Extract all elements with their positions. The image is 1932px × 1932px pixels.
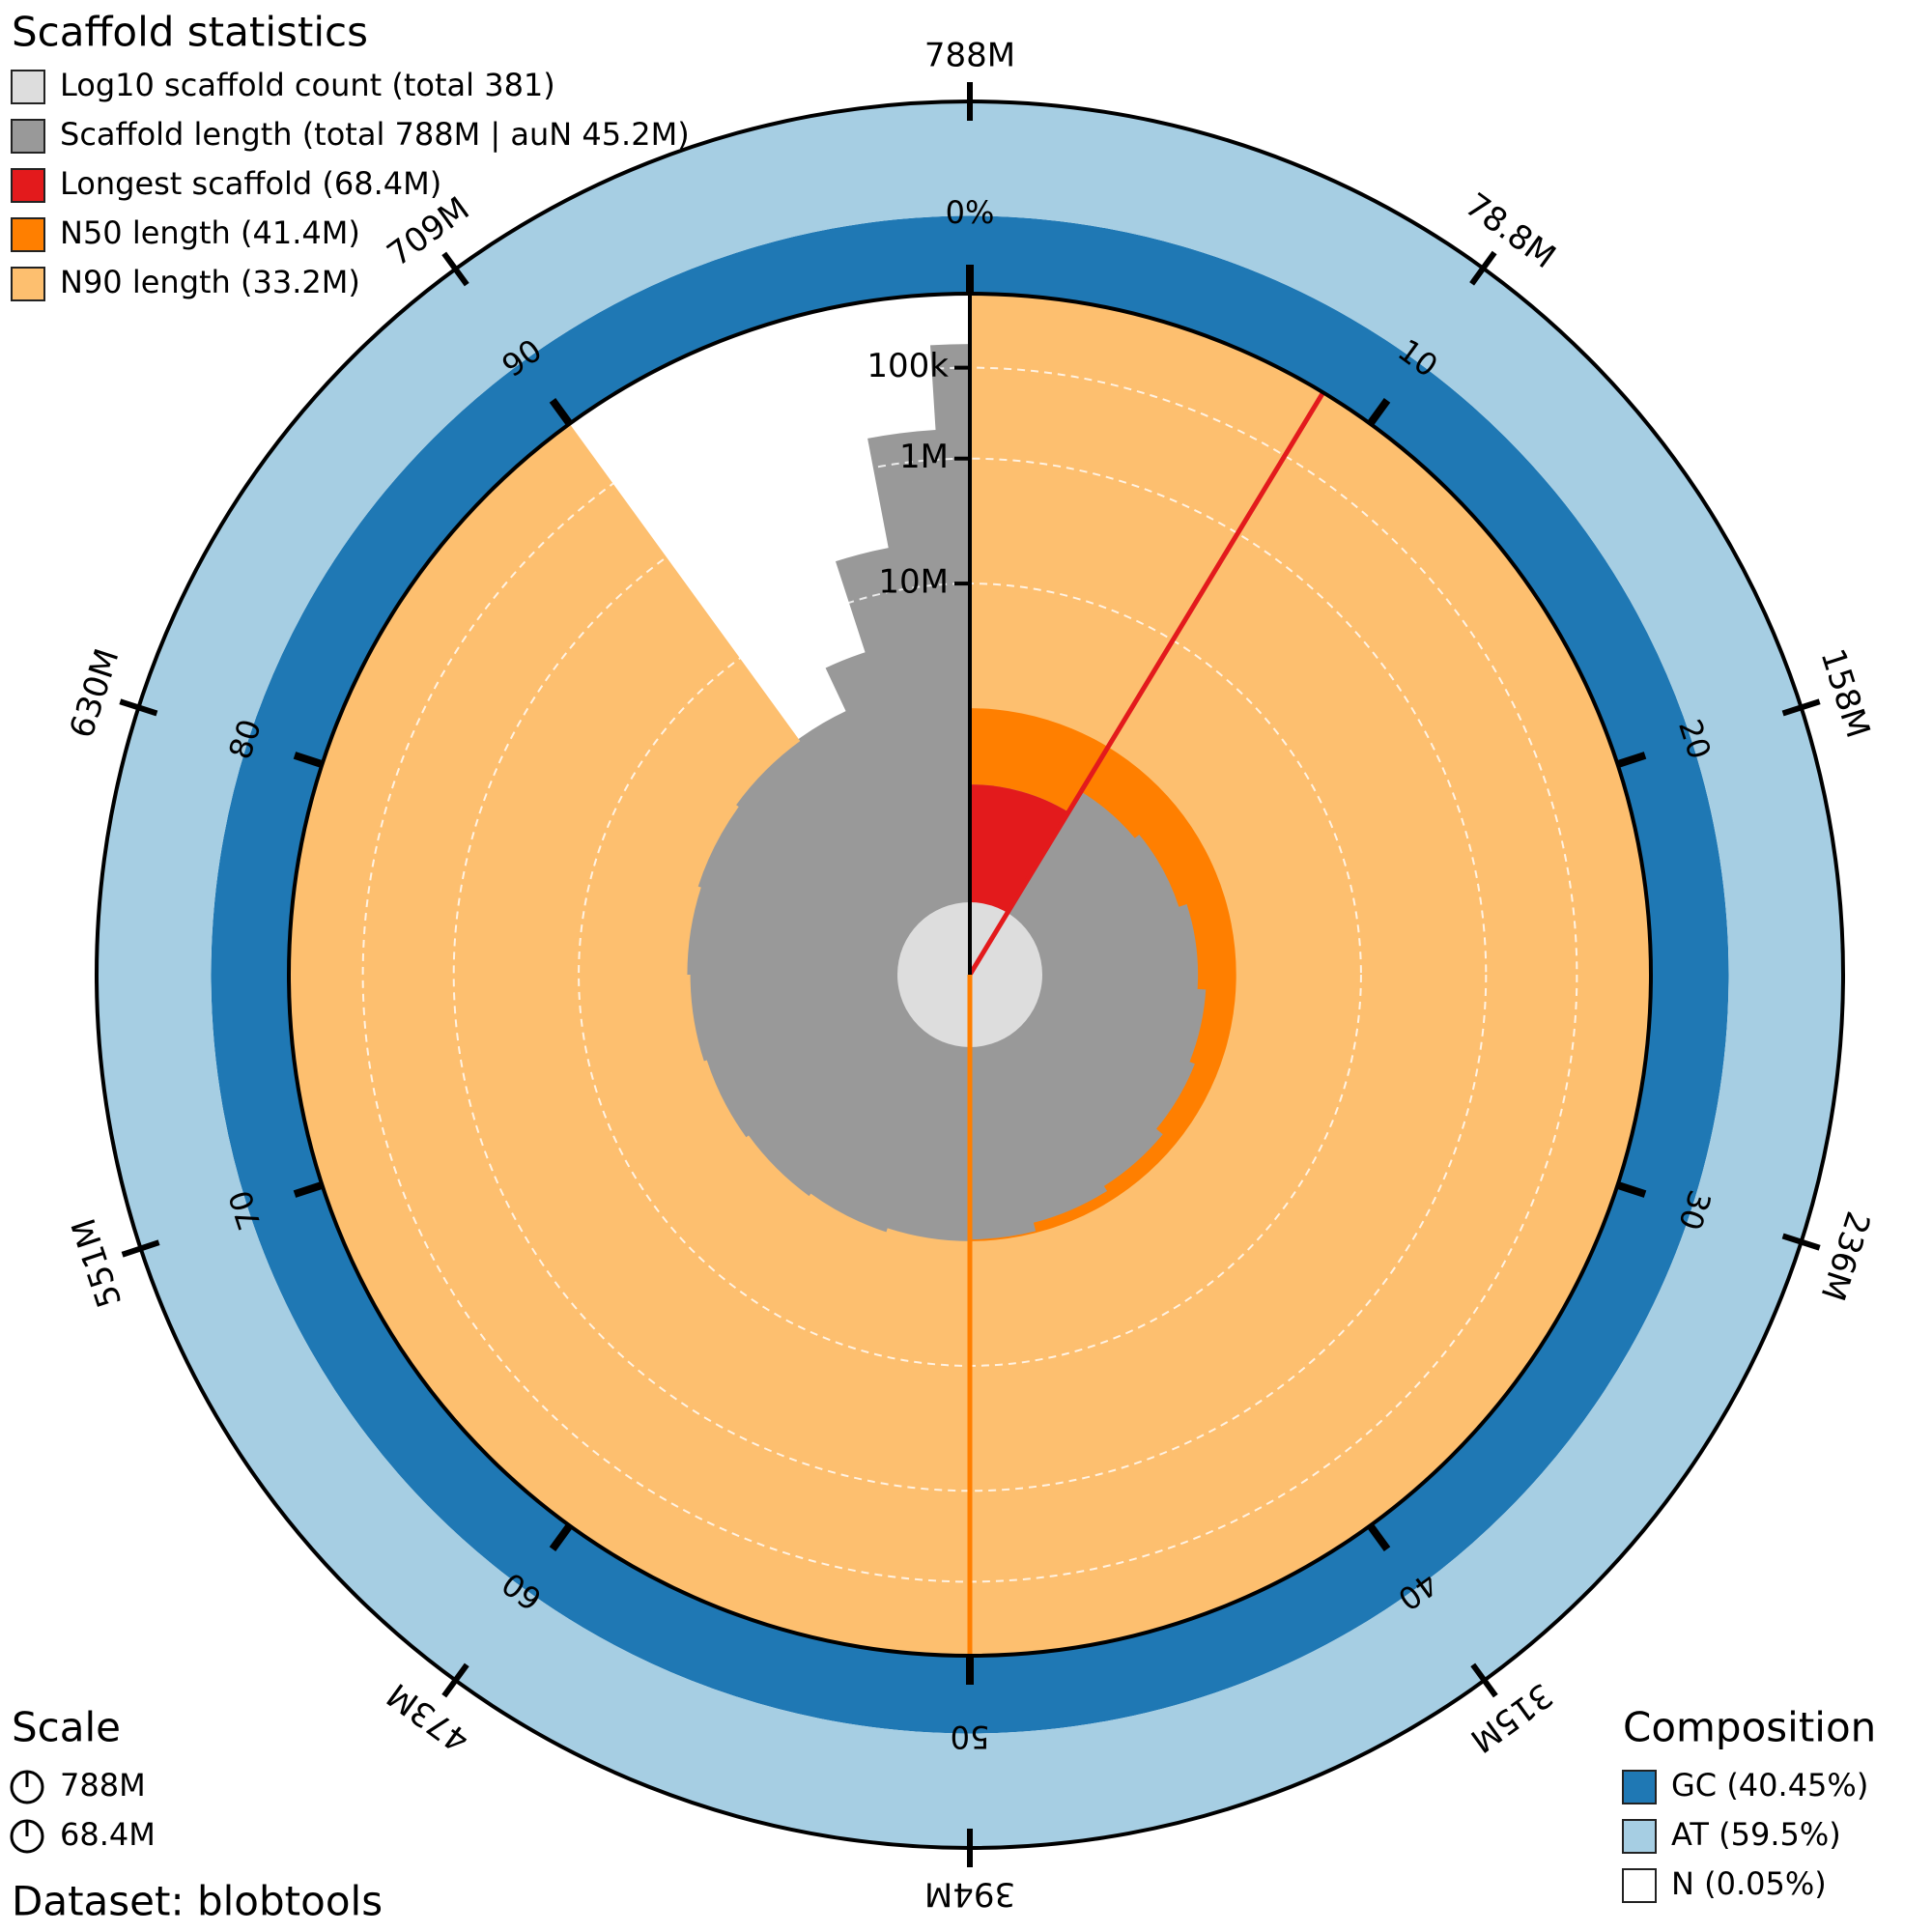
percent-tick [549, 398, 573, 426]
scale-label: 788M [60, 1767, 146, 1804]
percent-tick-label: 50 [951, 1719, 990, 1755]
composition-label: AT (59.5%) [1671, 1816, 1841, 1853]
legend-swatch [11, 217, 45, 252]
outer-tick-label: 315M [1463, 1675, 1560, 1760]
composition-ring [97, 101, 1843, 1848]
outer-tick-label: 473M [381, 1675, 477, 1760]
legend-title: Scaffold statistics [12, 9, 368, 56]
legend-label: Log10 scaffold count (total 381) [60, 67, 555, 103]
legend-swatch [11, 168, 45, 203]
outer-tick-label: 394M [924, 1875, 1015, 1914]
radial-tick-label: 100k [867, 347, 949, 385]
outer-tick [441, 1662, 469, 1698]
longest-line [967, 390, 1325, 977]
legend-label: N50 length (41.4M) [60, 214, 360, 251]
radial-tick-label: 1M [899, 438, 949, 476]
composition-title: Composition [1623, 1704, 1876, 1751]
percent-tick [293, 1181, 324, 1198]
scale-title: Scale [12, 1704, 121, 1751]
outer-tick [1781, 698, 1821, 717]
outer-tick-label: 551M [65, 1213, 130, 1312]
composition-label: GC (40.45%) [1671, 1767, 1868, 1804]
outer-tick-label: 709M [381, 189, 477, 274]
outer-tick [1781, 1233, 1821, 1251]
outer-tick-label: 158M [1812, 644, 1877, 743]
composition-swatch [1622, 1770, 1657, 1804]
composition-swatch [1622, 1868, 1657, 1903]
legend-label: Scaffold length (total 788M | auN 45.2M) [60, 116, 690, 153]
legend-label: N90 length (33.2M) [60, 264, 360, 300]
composition-swatch [1622, 1819, 1657, 1854]
percent-tick [1367, 1523, 1391, 1551]
scale-label: 68.4M [60, 1816, 156, 1853]
scaffold-length-area [687, 344, 1207, 1241]
percent-tick [549, 1523, 573, 1551]
composition-label: N (0.05%) [1671, 1865, 1827, 1902]
dataset-label: Dataset: blobtools [12, 1878, 383, 1925]
percent-tick [1616, 1181, 1647, 1198]
percent-tick [293, 752, 324, 768]
outer-tick [1470, 1662, 1498, 1698]
percent-tick [1616, 752, 1647, 768]
outer-tick-label: 630M [63, 644, 128, 743]
outer-tick [441, 251, 469, 287]
composition-ring [211, 215, 1729, 1734]
outer-tick [1469, 250, 1497, 286]
radial-tick-label: 10M [878, 563, 949, 602]
legend-swatch [11, 119, 45, 154]
percent-tick-label: 0% [946, 194, 995, 231]
legend-label: Longest scaffold (68.4M) [60, 165, 441, 202]
percent-tick [1367, 398, 1391, 426]
outer-tick [119, 698, 158, 717]
grid-circle [452, 457, 1488, 1492]
legend-swatch [11, 267, 45, 301]
outer-tick [121, 1239, 160, 1258]
outer-tick-label: 236M [1812, 1207, 1877, 1305]
legend-swatch [11, 70, 45, 104]
outer-tick-label: 788M [924, 37, 1015, 75]
